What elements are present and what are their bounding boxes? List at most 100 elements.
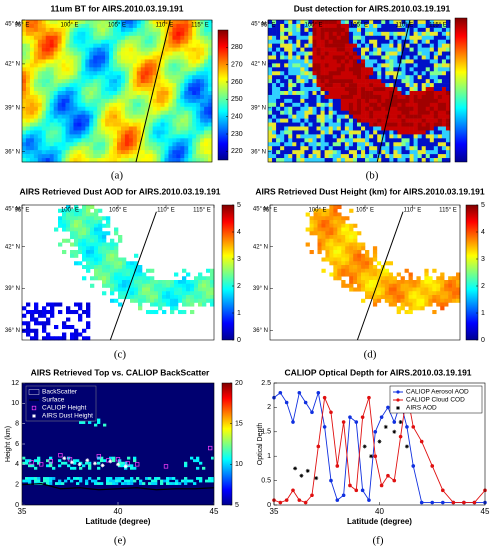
- map-cell: [397, 138, 402, 143]
- map-cell: [41, 142, 47, 147]
- map-cell: [341, 216, 346, 221]
- map-cell: [184, 31, 189, 37]
- map-cell: [365, 146, 370, 151]
- map-cell: [160, 134, 165, 139]
- map-cell: [429, 122, 435, 127]
- map-cell: [208, 67, 213, 72]
- map-cell: [437, 138, 443, 143]
- map-cell: [316, 43, 321, 48]
- map-cell: [168, 27, 173, 33]
- map-cell: [54, 302, 59, 307]
- map-cell: [172, 20, 177, 25]
- map-cell: [336, 122, 342, 127]
- map-cell: [437, 158, 443, 163]
- map-cell: [120, 114, 126, 119]
- map-cell: [441, 71, 447, 76]
- circle-marker: [373, 430, 378, 434]
- map-cell: [101, 146, 106, 151]
- map-cell: [344, 154, 350, 159]
- map-cell: [340, 158, 346, 163]
- map-cell: [73, 39, 78, 44]
- map-cell: [85, 126, 90, 131]
- legend-box: [389, 385, 483, 414]
- map-cell: [328, 20, 334, 25]
- map-cell: [272, 130, 277, 135]
- map-cell: [45, 122, 51, 127]
- map-cell: [136, 114, 142, 119]
- map-cell: [320, 106, 325, 112]
- backscatter-cell: [196, 466, 200, 470]
- map-cell: [433, 83, 439, 88]
- map-cell: [180, 91, 185, 96]
- map-cell: [186, 272, 191, 277]
- map-cell: [57, 91, 62, 96]
- map-cell: [102, 250, 107, 255]
- map-cell: [373, 154, 378, 159]
- map-cell: [188, 134, 193, 139]
- map-cell: [41, 20, 47, 25]
- map-cell: [182, 276, 187, 281]
- map-cell: [180, 130, 185, 135]
- map-cell: [292, 98, 297, 104]
- map-cell: [417, 51, 422, 56]
- backscatter-cell: [199, 479, 203, 483]
- map-cell: [184, 27, 189, 33]
- map-cell: [320, 98, 325, 104]
- map-cell: [188, 94, 193, 100]
- map-cell: [373, 51, 378, 56]
- map-cell: [188, 98, 193, 104]
- star-marker: [299, 473, 304, 478]
- map-cell: [37, 142, 43, 147]
- map-cell: [160, 91, 165, 96]
- map-cell: [196, 35, 201, 41]
- map-cell: [144, 154, 149, 159]
- map-cell: [152, 130, 157, 135]
- map-cell: [373, 35, 378, 41]
- map-cell: [93, 130, 98, 135]
- map-cell: [101, 138, 106, 143]
- map-cell: [37, 126, 43, 131]
- map-cell: [409, 110, 414, 115]
- map-cell: [416, 298, 421, 303]
- map-cell: [336, 20, 342, 25]
- map-cell: [312, 110, 317, 115]
- map-cell: [304, 142, 309, 147]
- map-cell: [385, 35, 390, 41]
- map-cell: [66, 310, 71, 315]
- map-cell: [186, 291, 191, 296]
- map-cell: [132, 43, 138, 48]
- map-cell: [176, 110, 181, 115]
- backscatter-cell: [85, 482, 89, 485]
- circle-marker: [367, 498, 371, 502]
- map-cell: [98, 276, 103, 281]
- map-cell: [192, 79, 197, 84]
- map-cell: [332, 94, 338, 100]
- map-cell: [94, 227, 99, 232]
- map-cell: [160, 142, 165, 147]
- map-cell: [110, 261, 115, 266]
- map-cell: [400, 306, 405, 311]
- circle-marker: [335, 464, 340, 468]
- circle-marker: [316, 390, 321, 395]
- map-cell: [417, 138, 422, 143]
- map-cell: [42, 306, 47, 311]
- map-cell: [440, 283, 445, 288]
- map-cell: [77, 134, 82, 139]
- map-cell: [417, 98, 422, 104]
- map-cell: [337, 265, 342, 270]
- map-cell: [308, 55, 313, 60]
- map-cell: [268, 158, 273, 163]
- map-cell: [180, 59, 185, 64]
- map-cell: [412, 306, 417, 311]
- backscatter-cell: [130, 466, 134, 470]
- map-cell: [433, 122, 439, 127]
- map-cell: [268, 31, 273, 37]
- map-cell: [337, 272, 342, 277]
- map-cell: [200, 130, 205, 135]
- map-cell: [102, 276, 107, 281]
- map-cell: [38, 321, 43, 326]
- map-cell: [180, 47, 185, 52]
- map-cell: [288, 154, 293, 159]
- map-cell: [206, 291, 211, 296]
- map-cell: [117, 138, 122, 143]
